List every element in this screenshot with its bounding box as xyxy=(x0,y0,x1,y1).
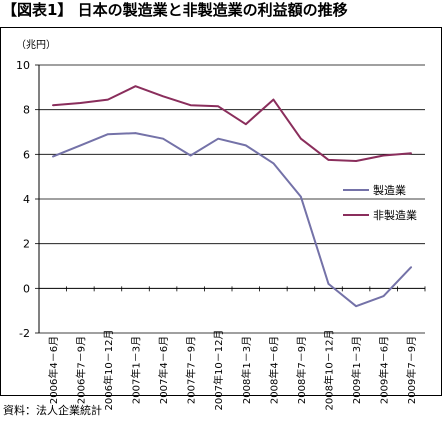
label-layer: 10 8 6 4 2 0 -2 2006年4－6月 2006年7－9月 2006年10－12月 20… xyxy=(16,59,418,410)
data-point xyxy=(162,137,164,140)
data-point xyxy=(300,137,302,140)
data-point xyxy=(272,162,275,165)
data-point xyxy=(189,104,192,106)
data-point xyxy=(355,305,357,308)
data-point xyxy=(189,154,192,157)
x-tick-label: 2008年4－6月 xyxy=(267,336,280,404)
data-point xyxy=(134,85,137,87)
x-tick-label: 2008年1－3月 xyxy=(240,336,253,404)
x-tick-label: 2006年7－9月 xyxy=(74,336,87,404)
x-tick-label: 2009年7－9月 xyxy=(405,336,418,404)
x-tick-label: 2008年10－12月 xyxy=(323,330,336,411)
y-tick-label: 8 xyxy=(23,104,30,117)
legend-label: 非製造業 xyxy=(373,208,417,222)
y-tick-label: 0 xyxy=(23,282,30,295)
data-point xyxy=(410,266,413,268)
data-point xyxy=(107,133,109,135)
data-point xyxy=(327,159,330,161)
x-tick-label: 2008年7－9月 xyxy=(295,336,308,404)
x-tick-label: 2009年1－3月 xyxy=(350,336,363,404)
y-tick-label: 2 xyxy=(23,238,30,251)
y-tick-label: 6 xyxy=(23,148,30,161)
data-point xyxy=(217,105,219,108)
series-line-non-manufacturing xyxy=(52,85,412,162)
x-tick-label: 2009年4－6月 xyxy=(378,336,391,404)
data-point xyxy=(245,123,247,125)
y-tick-label: -2 xyxy=(19,327,30,340)
x-tick-label: 2007年4－6月 xyxy=(157,336,170,404)
data-point xyxy=(52,155,54,158)
data-point xyxy=(162,95,164,98)
series-line-manufacturing xyxy=(52,132,412,308)
series-layer xyxy=(52,85,413,308)
x-tick-label: 2007年1－3月 xyxy=(130,336,143,404)
source-note: 資料：法人企業統計 xyxy=(3,404,102,417)
data-point xyxy=(300,196,302,198)
grid-layer xyxy=(39,64,425,334)
data-point xyxy=(272,98,275,101)
legend-label: 製造業 xyxy=(373,183,406,197)
data-point xyxy=(217,137,219,140)
data-point xyxy=(327,283,330,285)
data-point xyxy=(245,144,247,147)
y-tick-label: 4 xyxy=(23,193,30,206)
data-point xyxy=(410,152,413,154)
data-point xyxy=(382,295,385,297)
data-point xyxy=(355,160,357,162)
data-point xyxy=(79,102,82,104)
x-tick-label: 2006年10－12月 xyxy=(102,330,115,411)
data-point xyxy=(382,154,385,157)
x-tick-label: 2007年10－12月 xyxy=(212,330,225,411)
y-tick-label: 10 xyxy=(16,59,30,72)
axis-layer xyxy=(35,64,426,334)
y-axis-unit-label: （兆円） xyxy=(16,40,56,51)
chart-title: 【図表1】 日本の製造業と非製造業の利益額の推移 xyxy=(2,1,348,19)
x-tick-label: 2006年4－6月 xyxy=(47,336,60,404)
data-point xyxy=(52,104,54,106)
chart-frame xyxy=(0,27,442,396)
x-tick-label: 2007年7－9月 xyxy=(185,336,198,404)
data-point xyxy=(79,144,82,147)
data-point xyxy=(134,132,137,134)
data-point xyxy=(107,98,109,101)
